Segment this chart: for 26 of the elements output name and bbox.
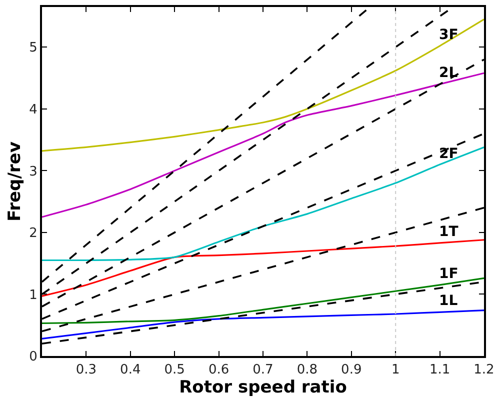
x-tick-label: 0.5 [164,362,185,378]
line-series [42,309,484,340]
line-series [42,277,484,324]
series-label: 1L [439,293,458,309]
x-tick-label: 0.8 [296,362,318,378]
x-tick-label: 0.3 [76,362,97,378]
y-tick-label: 2 [29,226,38,242]
series-label: 3F [439,27,458,43]
series-label: 1T [439,224,459,240]
x-tick-label: 0.7 [252,362,274,378]
y-tick-label: 4 [29,102,38,118]
y-tick-label: 0 [29,350,38,365]
x-tick-label: 0.6 [208,362,230,378]
y-tick-label: 5 [29,40,38,56]
x-axis-title: Rotor speed ratio [179,378,347,398]
x-tick-label: 1.2 [474,362,494,378]
x-tick-label: 0.4 [120,362,141,378]
series-label: 2F [439,146,458,162]
y-tick-label: 1 [29,288,38,303]
line-series [42,146,484,262]
x-tick-label: 1.1 [429,362,450,378]
x-tick-label: 1 [391,362,400,378]
y-tick-label: 3 [29,164,38,180]
x-tick-label: 0.9 [341,362,362,378]
y-axis-title: Freq/rev [5,142,26,222]
series-label: 1F [439,266,458,282]
